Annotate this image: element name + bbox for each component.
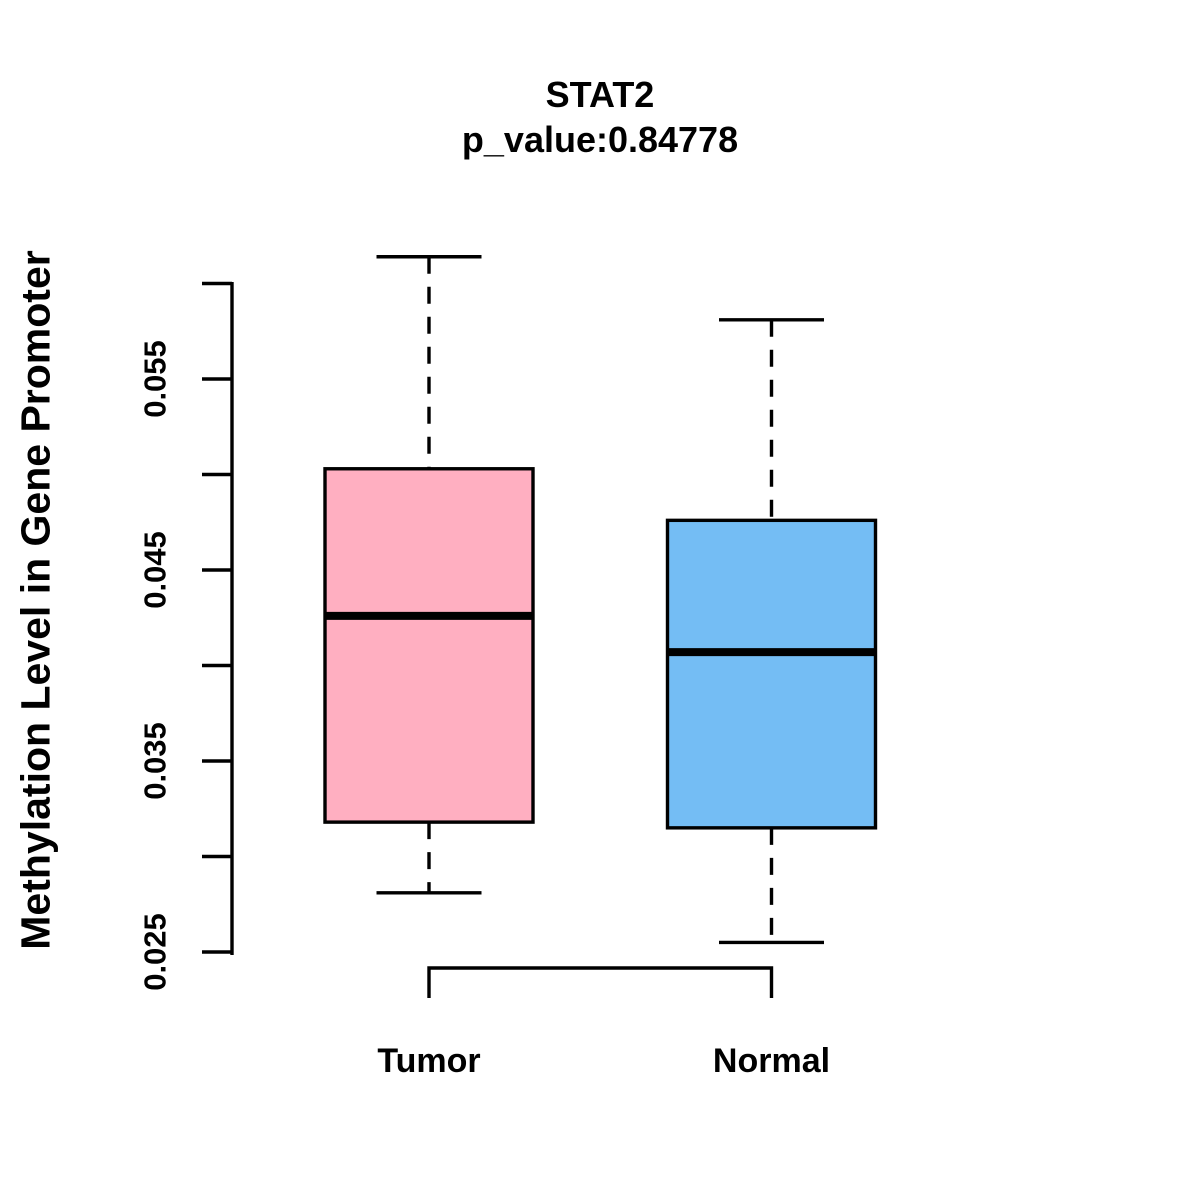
- y-axis-tick-label: 0.055: [138, 340, 173, 418]
- box-iqr-tumor: [323, 467, 535, 824]
- x-axis-bracket: [427, 966, 774, 998]
- y-axis-tick-label: 0.025: [138, 913, 173, 991]
- x-axis-label-normal: Normal: [713, 1042, 830, 1080]
- chart-title-block: STAT2 p_value:0.84778: [0, 72, 1200, 163]
- box-iqr-normal: [665, 518, 878, 830]
- x-axis-label-tumor: Tumor: [377, 1042, 480, 1080]
- y-axis-tick-label: 0.035: [138, 722, 173, 800]
- chart-title: STAT2: [545, 74, 655, 115]
- chart-subtitle: p_value:0.84778: [461, 119, 739, 161]
- y-axis-tick-label: 0.045: [138, 531, 173, 609]
